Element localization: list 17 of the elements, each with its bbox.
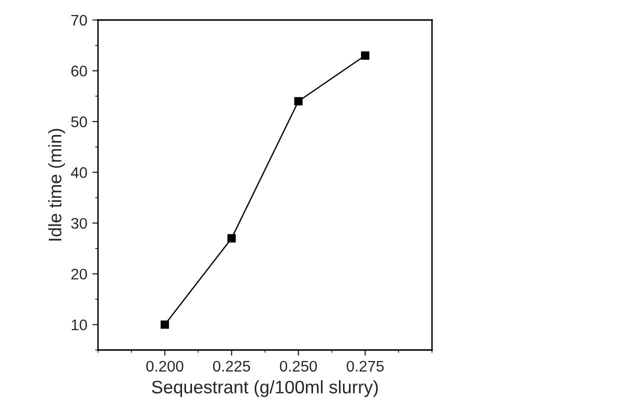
x-tick-label: 0.225 [213,360,250,372]
y-axis-title: Idle time (min) [48,128,66,241]
y-tick-label: 10 [72,319,87,330]
x-tick-label: 0.200 [146,360,184,372]
y-tick-label: 30 [71,218,87,229]
y-tick-label: 60 [71,66,87,76]
point [294,97,303,106]
y-tick-label: 20 [71,268,87,280]
x-tick-label: 0.250 [280,360,317,372]
x-tick-label: 0.275 [346,360,384,372]
point [160,320,169,329]
point [361,51,370,60]
y-tick-label: 40 [70,167,87,178]
x-axis-title: Sequestrant (g/100ml slurry) [152,380,378,398]
y-tick-label: 70 [71,14,87,26]
point [227,234,236,242]
y-tick-label: 50 [71,116,87,128]
